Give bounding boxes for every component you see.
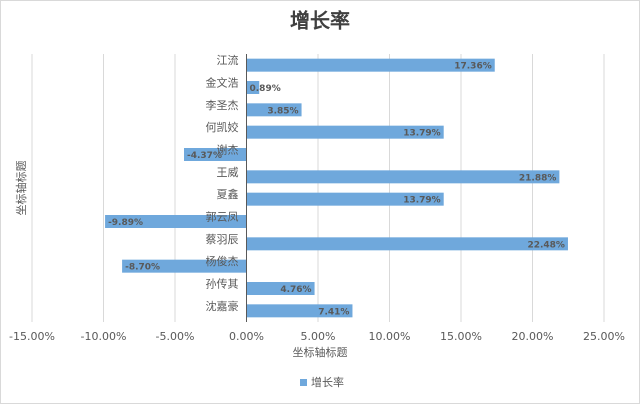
y-tick-label: 江流 xyxy=(217,53,239,67)
bar xyxy=(246,125,444,139)
y-tick-label: 何凯姣 xyxy=(206,120,239,134)
x-tick-label: 5.00% xyxy=(301,330,336,343)
y-tick-label: 杨俊杰 xyxy=(206,254,239,268)
bar xyxy=(246,170,560,184)
x-tick-label: -10.00% xyxy=(81,330,127,343)
x-tick-label: 15.00% xyxy=(440,330,482,343)
x-tick-label: -5.00% xyxy=(156,330,195,343)
bar xyxy=(246,81,260,94)
legend-swatch xyxy=(300,379,307,386)
y-tick-label: 沈嘉豪 xyxy=(206,299,239,313)
bar xyxy=(246,304,353,318)
bar xyxy=(246,103,302,117)
value-label: 13.79% xyxy=(403,196,441,206)
bar xyxy=(246,282,315,295)
y-tick-label: 郭云凤 xyxy=(206,211,239,224)
value-label: 3.85% xyxy=(267,106,298,116)
y-tick-label: 谢杰 xyxy=(217,143,239,157)
y-tick-label: 夏鑫 xyxy=(217,187,239,201)
x-tick-label: -15.00% xyxy=(9,330,55,343)
value-label: 4.76% xyxy=(280,285,311,295)
value-label: 21.88% xyxy=(519,173,557,183)
x-tick-label: 0.00% xyxy=(229,330,264,343)
value-label: -9.89% xyxy=(108,218,143,228)
chart-title: 增长率 xyxy=(290,9,350,33)
x-tick-label: 10.00% xyxy=(369,330,411,343)
y-tick-label: 金文浩 xyxy=(206,76,239,90)
value-label: -4.37% xyxy=(187,151,222,161)
value-label: -8.70% xyxy=(125,263,160,273)
value-label: 22.48% xyxy=(527,240,565,250)
y-tick-label: 孙传其 xyxy=(206,278,239,291)
bar xyxy=(246,192,444,206)
x-tick-label: 20.00% xyxy=(512,330,554,343)
value-label: 17.36% xyxy=(454,62,492,72)
y-axis-title: 坐标轴标题 xyxy=(14,161,28,216)
y-tick-label: 李圣杰 xyxy=(206,98,239,112)
bar xyxy=(184,148,247,161)
legend-label: 增长率 xyxy=(311,375,344,389)
value-label: 13.79% xyxy=(403,129,441,139)
x-tick-label: 25.00% xyxy=(583,330,625,343)
value-label: 7.41% xyxy=(318,307,349,317)
bar xyxy=(105,215,247,228)
value-label: 0.89% xyxy=(250,84,281,94)
bar xyxy=(246,58,495,72)
bar xyxy=(122,259,247,273)
y-tick-label: 蔡羽辰 xyxy=(206,233,239,246)
x-axis-title: 坐标轴标题 xyxy=(293,345,348,359)
y-tick-label: 王威 xyxy=(217,166,239,179)
bar xyxy=(246,237,568,251)
